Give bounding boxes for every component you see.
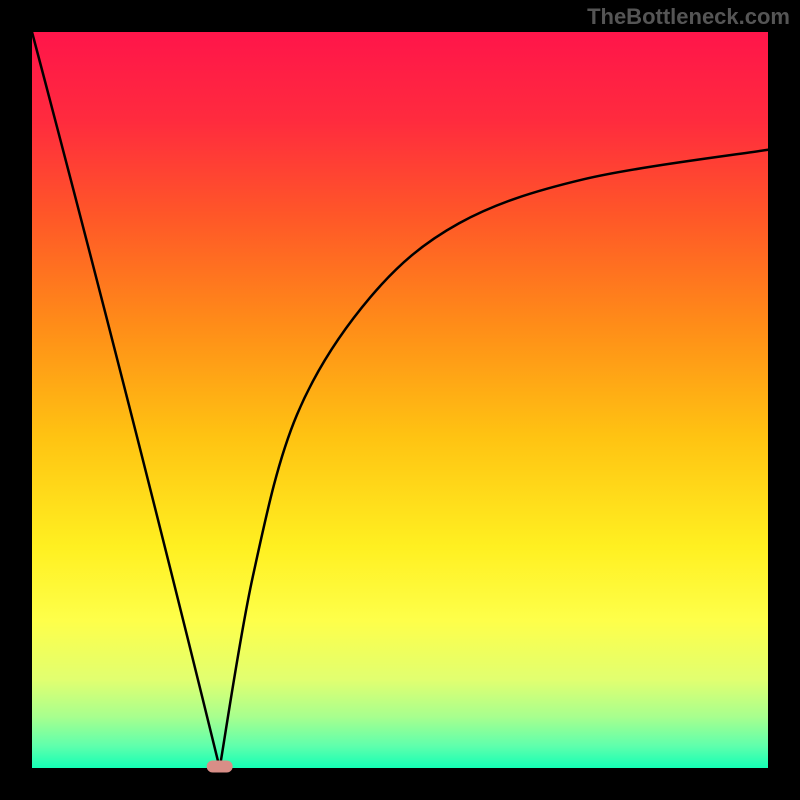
plot-background bbox=[32, 32, 768, 768]
chart-container: TheBottleneck.com bbox=[0, 0, 800, 800]
watermark-text: TheBottleneck.com bbox=[587, 4, 790, 30]
minimum-marker bbox=[207, 761, 233, 773]
chart-svg bbox=[0, 0, 800, 800]
